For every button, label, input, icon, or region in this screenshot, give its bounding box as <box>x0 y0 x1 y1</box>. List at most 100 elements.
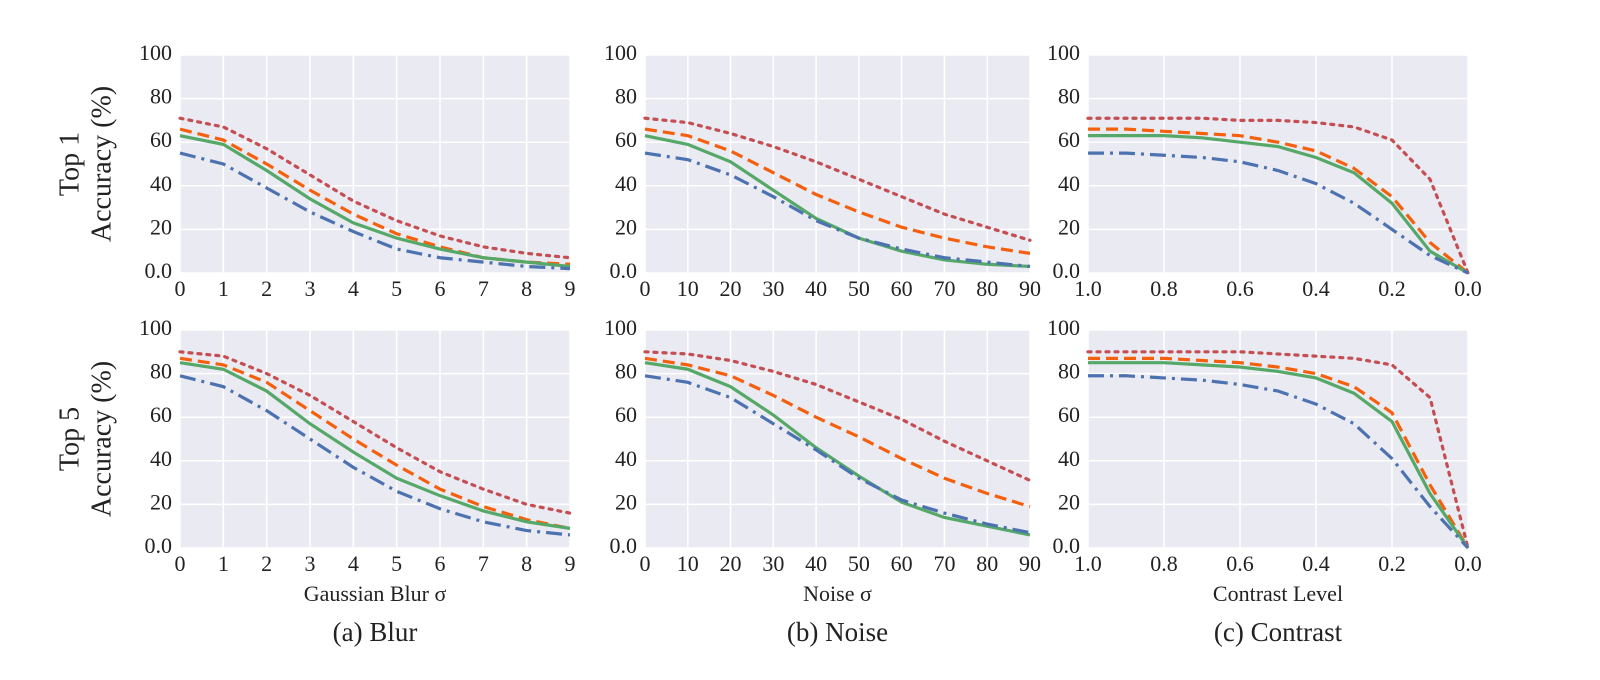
x-tick-label: 0.0 <box>1454 276 1482 301</box>
data-line <box>179 356 571 530</box>
y-tick-label: 20 <box>1058 214 1080 239</box>
x-tick-label: 0 <box>175 276 186 301</box>
x-tick-label: 3 <box>305 276 316 301</box>
x-tick-label: 8 <box>521 276 532 301</box>
x-tick-label: 30 <box>762 276 784 301</box>
y-tick-label: 0.0 <box>610 258 638 283</box>
y-tick-label: 20 <box>1058 489 1080 514</box>
data-line <box>179 374 571 537</box>
y-tick-label: 20 <box>615 489 637 514</box>
data-line <box>643 350 1032 483</box>
data-line <box>1088 127 1470 275</box>
x-tick-label: 0 <box>175 551 186 576</box>
y-tick-label: 80 <box>150 359 172 384</box>
y-tick-label: 100 <box>139 315 172 340</box>
row-label: Top 5 <box>54 407 85 471</box>
y-tick-label: 100 <box>139 40 172 65</box>
y-tick-label: 0.0 <box>145 258 173 283</box>
x-tick-label: 6 <box>435 276 446 301</box>
y-tick-label: 20 <box>150 489 172 514</box>
data-line <box>1088 151 1469 275</box>
data-line <box>179 134 571 269</box>
x-tick-label: 0.8 <box>1150 276 1178 301</box>
x-tick-label: 0 <box>640 551 651 576</box>
y-tick-label: 80 <box>150 84 172 109</box>
data-line <box>178 116 572 260</box>
x-tick-label: 0.2 <box>1378 551 1406 576</box>
x-tick-label: 7 <box>478 276 489 301</box>
y-tick-label: 60 <box>1058 402 1080 427</box>
x-tick-label: 1.0 <box>1074 276 1102 301</box>
x-tick-label: 5 <box>391 276 402 301</box>
x-tick-label: 50 <box>848 551 870 576</box>
plot-area <box>180 55 570 273</box>
data-line <box>644 374 1031 535</box>
x-tick-label: 40 <box>805 551 827 576</box>
x-tick-label: 0.8 <box>1150 551 1178 576</box>
x-tick-label: 3 <box>305 551 316 576</box>
caption: (b) Noise <box>787 617 888 647</box>
x-tick-label: 0.4 <box>1302 551 1330 576</box>
y-tick-label: 40 <box>1058 171 1080 196</box>
x-tick-label: 50 <box>848 276 870 301</box>
x-tick-label: 5 <box>391 551 402 576</box>
x-tick-label: 0.2 <box>1378 276 1406 301</box>
y-tick-label: 60 <box>615 127 637 152</box>
x-tick-label: 2 <box>261 276 272 301</box>
caption: (a) Blur <box>333 617 418 647</box>
x-tick-label: 2 <box>261 551 272 576</box>
data-line <box>179 361 571 530</box>
x-tick-label: 80 <box>976 551 998 576</box>
x-tick-label: 10 <box>677 551 699 576</box>
y-tick-label: 100 <box>1047 315 1080 340</box>
y-tick-label: 0.0 <box>1053 258 1081 283</box>
data-line <box>644 356 1031 509</box>
data-line <box>1086 350 1470 550</box>
y-tick-label: 60 <box>150 127 172 152</box>
y-axis-label: Accuracy (%) <box>86 86 117 242</box>
x-tick-label: 20 <box>720 551 742 576</box>
x-tick-label: 4 <box>348 551 359 576</box>
data-line <box>179 151 571 271</box>
y-tick-label: 40 <box>150 171 172 196</box>
x-tick-label: 0.6 <box>1226 276 1254 301</box>
y-tick-label: 100 <box>604 315 637 340</box>
y-axis-label: Accuracy (%) <box>86 361 117 517</box>
x-tick-label: 0 <box>640 276 651 301</box>
y-tick-label: 0.0 <box>1053 533 1081 558</box>
y-tick-label: 20 <box>150 214 172 239</box>
x-tick-label: 1 <box>218 551 229 576</box>
data-line <box>1088 374 1470 550</box>
y-tick-label: 0.0 <box>145 533 173 558</box>
x-tick-label: 30 <box>762 551 784 576</box>
y-tick-label: 60 <box>615 402 637 427</box>
x-tick-label: 70 <box>933 551 955 576</box>
x-axis-label: Noise σ <box>803 581 872 606</box>
x-tick-label: 1 <box>218 276 229 301</box>
y-tick-label: 0.0 <box>610 533 638 558</box>
y-tick-label: 100 <box>604 40 637 65</box>
x-tick-label: 90 <box>1019 276 1041 301</box>
x-axis-label: Gaussian Blur σ <box>304 581 447 606</box>
x-axis-label: Contrast Level <box>1213 581 1343 606</box>
y-tick-label: 40 <box>1058 446 1080 471</box>
data-line <box>644 151 1031 269</box>
data-line <box>1088 361 1470 549</box>
y-tick-label: 60 <box>150 402 172 427</box>
data-line <box>1088 356 1470 549</box>
y-tick-label: 100 <box>1047 40 1080 65</box>
plot-area <box>645 330 1030 548</box>
x-tick-label: 6 <box>435 551 446 576</box>
plot-area <box>1088 55 1468 273</box>
x-tick-label: 4 <box>348 276 359 301</box>
x-tick-label: 7 <box>478 551 489 576</box>
x-tick-label: 40 <box>805 276 827 301</box>
y-tick-label: 80 <box>1058 84 1080 109</box>
x-tick-label: 9 <box>565 551 576 576</box>
data-line <box>1086 116 1470 275</box>
x-tick-label: 80 <box>976 276 998 301</box>
x-tick-label: 0.4 <box>1302 276 1330 301</box>
x-tick-label: 8 <box>521 551 532 576</box>
